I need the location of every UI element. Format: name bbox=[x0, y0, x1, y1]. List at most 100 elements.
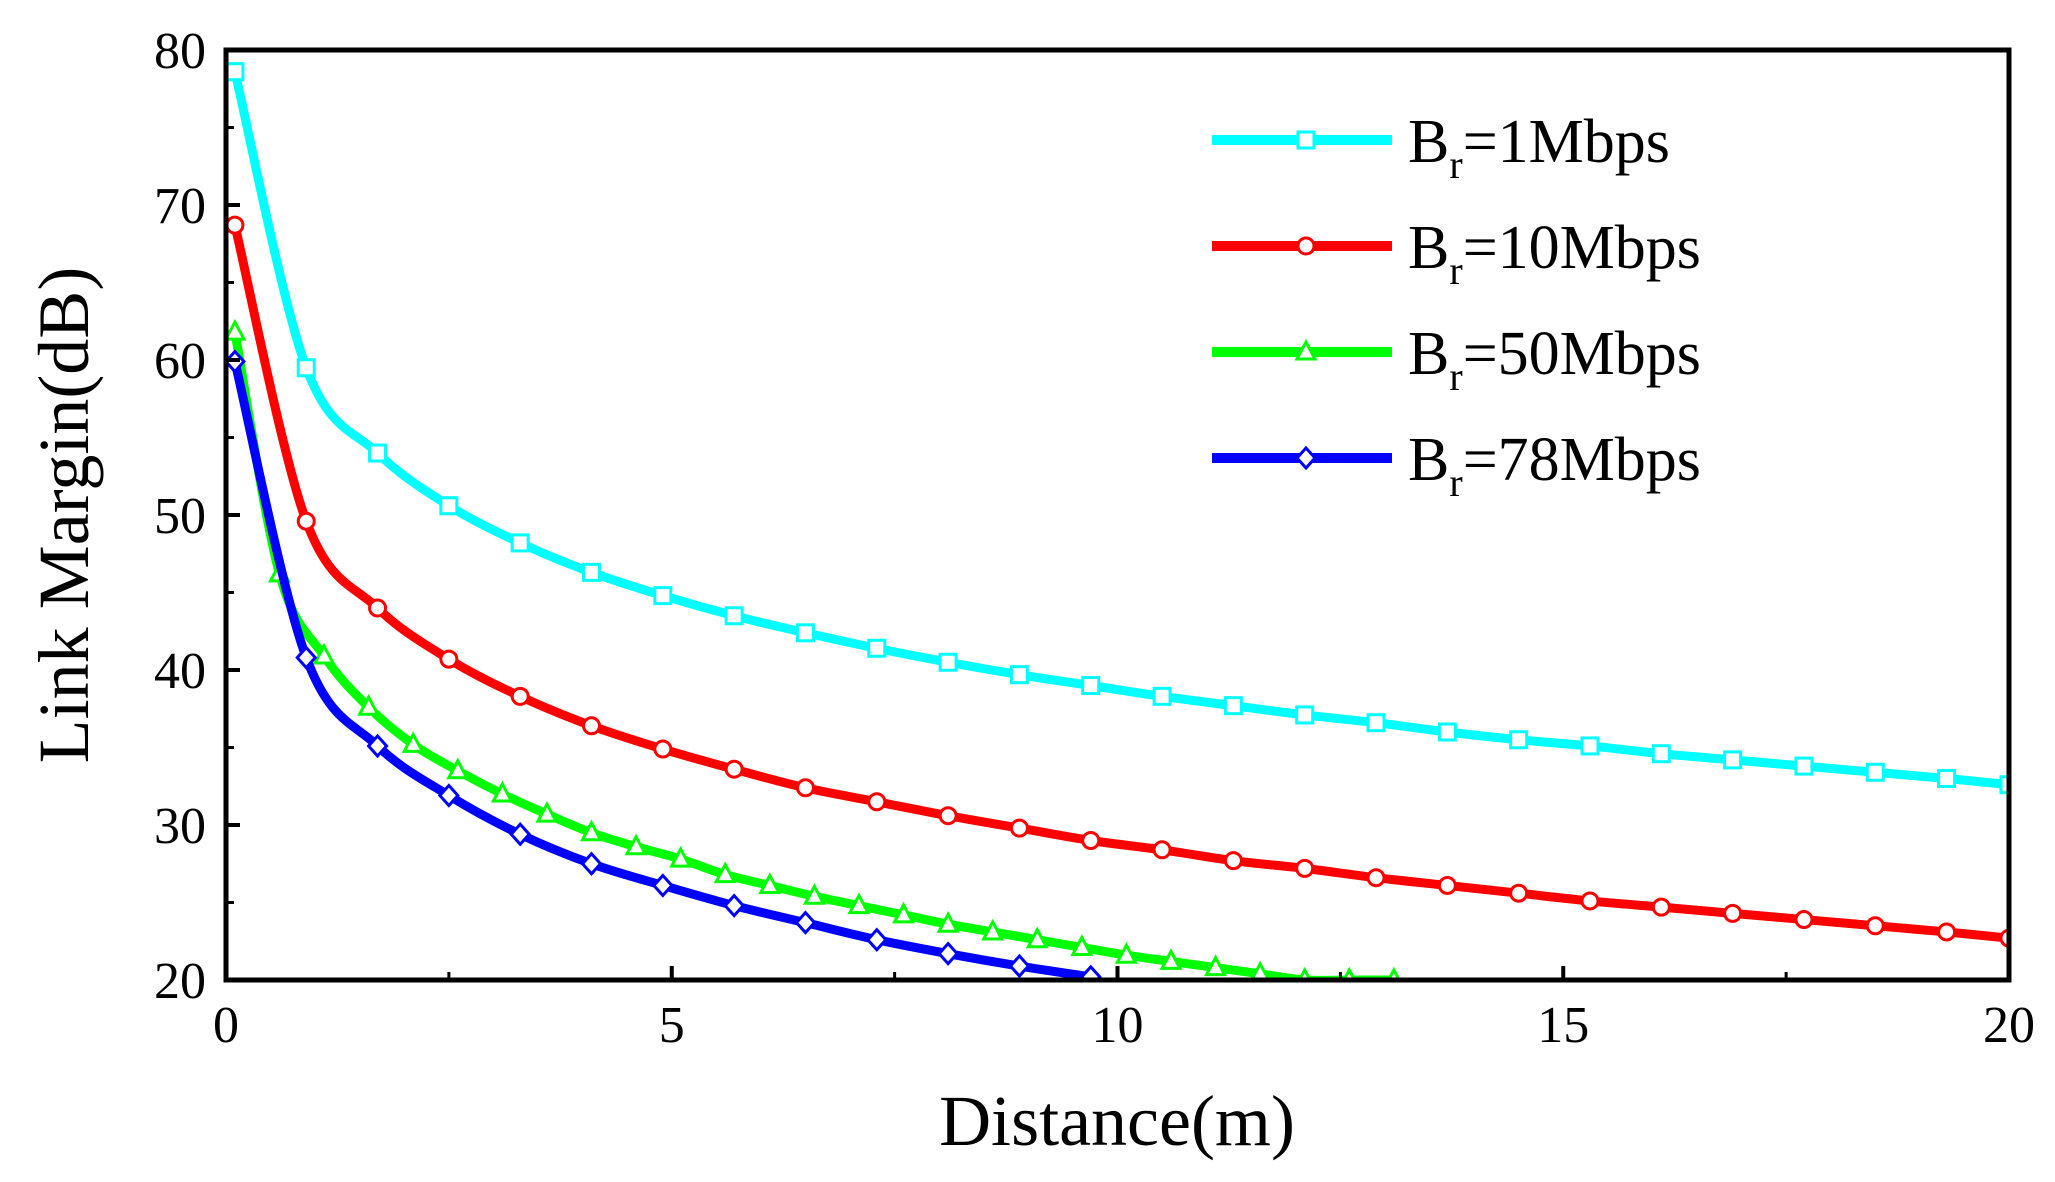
data-point bbox=[1723, 903, 1743, 923]
y-axis-title: Link Margin(dB) bbox=[24, 267, 104, 764]
data-point bbox=[1794, 756, 1814, 776]
data-point bbox=[437, 783, 460, 808]
data-point bbox=[651, 873, 674, 898]
data-point bbox=[1008, 953, 1031, 979]
legend-marker bbox=[1294, 445, 1318, 471]
data-point bbox=[226, 215, 245, 235]
x-tick-label: 5 bbox=[659, 997, 685, 1054]
data-point bbox=[582, 716, 602, 736]
data-point bbox=[368, 443, 388, 463]
data-point bbox=[847, 892, 871, 915]
data-point bbox=[865, 927, 888, 952]
data-point bbox=[1651, 744, 1671, 764]
data-point bbox=[802, 883, 826, 905]
data-point bbox=[1937, 922, 1957, 942]
data-point bbox=[1580, 891, 1600, 911]
data-point bbox=[1437, 722, 1457, 742]
ticks-layer: 0 5 10 15 20 20 30 40 50 60 70 80 bbox=[154, 23, 2035, 1054]
data-point bbox=[1794, 910, 1814, 930]
data-point bbox=[1009, 665, 1029, 685]
series-3 bbox=[226, 349, 1102, 980]
legend-label: Br=78Mbps bbox=[1408, 426, 1701, 505]
series-layer bbox=[226, 62, 2009, 980]
data-point bbox=[1366, 868, 1386, 888]
data-point bbox=[1081, 831, 1101, 850]
data-point bbox=[1114, 941, 1138, 964]
data-point bbox=[653, 586, 673, 606]
data-point bbox=[795, 623, 815, 643]
data-point bbox=[1295, 705, 1315, 725]
data-point bbox=[758, 872, 782, 894]
data-point bbox=[867, 638, 887, 658]
legend-label: Br=10Mbps bbox=[1408, 214, 1701, 293]
data-point bbox=[1295, 858, 1315, 878]
data-point bbox=[226, 318, 247, 341]
data-point bbox=[366, 733, 389, 759]
data-point bbox=[1009, 818, 1029, 838]
data-point bbox=[1204, 954, 1228, 977]
data-point bbox=[669, 845, 693, 868]
data-point bbox=[1937, 769, 1957, 788]
series-line bbox=[230, 357, 1096, 980]
legend-entry: Br=50Mbps bbox=[1212, 320, 1701, 399]
series-0 bbox=[226, 62, 2009, 795]
data-point bbox=[892, 901, 916, 924]
data-point bbox=[724, 606, 744, 626]
data-point bbox=[357, 693, 381, 716]
data-point bbox=[1865, 916, 1885, 936]
data-point bbox=[938, 806, 958, 826]
data-point bbox=[535, 800, 559, 823]
data-point bbox=[795, 778, 815, 798]
data-point bbox=[1025, 926, 1049, 949]
data-point bbox=[312, 642, 336, 665]
data-point bbox=[509, 822, 532, 847]
series-1 bbox=[226, 215, 2009, 948]
data-point bbox=[1070, 934, 1094, 956]
legend-entry: Br=78Mbps bbox=[1212, 426, 1701, 505]
x-tick-label: 10 bbox=[1092, 997, 1144, 1054]
x-tick-label: 20 bbox=[1983, 997, 2035, 1054]
data-point bbox=[624, 833, 648, 856]
data-point bbox=[1366, 713, 1386, 733]
data-point bbox=[1159, 948, 1183, 970]
data-point bbox=[936, 910, 960, 933]
data-point bbox=[1249, 960, 1271, 980]
y-tick-label: 20 bbox=[154, 953, 206, 1010]
data-point bbox=[1651, 897, 1671, 917]
data-point bbox=[938, 652, 958, 672]
data-point bbox=[1580, 736, 1600, 756]
data-point bbox=[723, 893, 746, 918]
data-point bbox=[1223, 851, 1243, 871]
data-point bbox=[296, 511, 316, 531]
data-point bbox=[401, 731, 425, 753]
data-point bbox=[1223, 696, 1243, 716]
data-point bbox=[724, 759, 744, 779]
data-point bbox=[1081, 676, 1101, 695]
data-point bbox=[981, 918, 1005, 941]
data-point bbox=[368, 598, 388, 618]
data-point bbox=[653, 739, 673, 759]
legend-entry: Br=1Mbps bbox=[1212, 108, 1670, 187]
data-point bbox=[1152, 840, 1172, 860]
x-tick-label: 0 bbox=[213, 997, 239, 1054]
legend-entry: Br=10Mbps bbox=[1212, 214, 1701, 293]
legend-marker bbox=[1294, 338, 1318, 361]
legend: Br=1Mbps Br=10Mbps Br=50Mbps Br=78Mbps bbox=[1212, 108, 1701, 505]
y-tick-label: 70 bbox=[154, 178, 206, 235]
data-point bbox=[580, 851, 603, 876]
data-point bbox=[580, 819, 604, 842]
y-tick-label: 50 bbox=[154, 488, 206, 545]
x-tick-label: 15 bbox=[1537, 997, 1589, 1054]
y-tick-label: 60 bbox=[154, 333, 206, 390]
data-point bbox=[1723, 750, 1743, 770]
y-tick-label: 40 bbox=[154, 643, 206, 700]
data-point bbox=[1437, 875, 1457, 895]
data-point bbox=[1079, 964, 1102, 980]
data-point bbox=[937, 941, 960, 966]
data-point bbox=[1509, 730, 1529, 750]
legend-label: Br=50Mbps bbox=[1408, 320, 1701, 399]
y-tick-label: 30 bbox=[154, 798, 206, 855]
data-point bbox=[226, 62, 245, 82]
